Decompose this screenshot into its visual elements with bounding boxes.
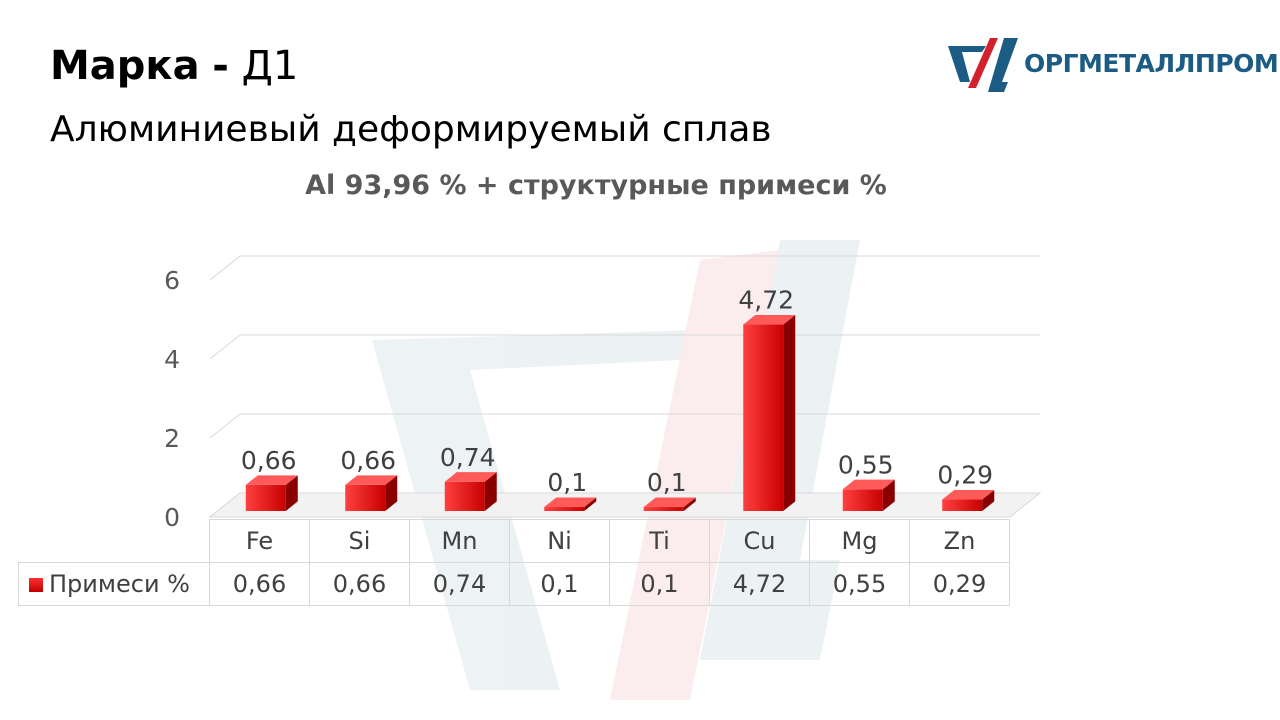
category-label: Zn xyxy=(909,519,1010,563)
bar xyxy=(842,479,895,511)
table-corner-cell xyxy=(18,519,210,563)
bar-top xyxy=(643,497,696,508)
bar-top xyxy=(743,314,796,325)
table-cell-value: 0,1 xyxy=(609,562,710,606)
table-cell-value: 0,66 xyxy=(209,562,310,606)
bar-side xyxy=(982,489,995,511)
bar-top xyxy=(842,479,895,490)
gridline-depth xyxy=(209,334,241,360)
gridline-depth xyxy=(209,413,241,439)
table-cell-value: 0,74 xyxy=(409,562,510,606)
bar-side xyxy=(285,475,298,511)
data-label: 0,74 xyxy=(440,443,496,472)
data-label: 0,66 xyxy=(241,446,297,475)
table-cell-value: 0,29 xyxy=(909,562,1010,606)
table-cell-value: 0,1 xyxy=(509,562,610,606)
company-logo: ОРГМЕТАЛЛПРОМ xyxy=(946,32,1279,96)
page-title: Марка - Д1 xyxy=(50,38,298,94)
bar-top xyxy=(444,472,497,482)
bar-front xyxy=(942,499,983,511)
bar xyxy=(345,475,398,511)
bar xyxy=(544,497,597,511)
chart-floor xyxy=(208,492,1042,518)
table-header-row: Fe Si Mn Ni Ti Cu Mg Zn xyxy=(18,519,1010,563)
table-row: Примеси % 0,66 0,66 0,74 0,1 0,1 4,72 0,… xyxy=(18,562,1010,606)
bar-side xyxy=(882,479,895,511)
bar-top xyxy=(345,475,398,485)
y-tick-label: 2 xyxy=(164,424,180,453)
bar-front xyxy=(245,484,286,511)
chart-title: Al 93,96 % + структурные примеси % xyxy=(305,170,887,201)
bar xyxy=(643,497,696,511)
data-label: 0,66 xyxy=(340,446,396,475)
category-label: Fe xyxy=(209,519,310,563)
bar xyxy=(942,489,995,511)
grade-separator: - xyxy=(212,43,229,89)
table-cell-value: 0,55 xyxy=(809,562,910,606)
bar-top xyxy=(245,475,298,485)
category-label: Ti xyxy=(609,519,710,563)
chart-data-table: Fe Si Mn Ni Ti Cu Mg Zn Примеси % 0,66 0… xyxy=(18,519,1010,606)
bar-side xyxy=(783,314,796,511)
legend-swatch xyxy=(29,578,43,592)
logo-mark-icon xyxy=(948,38,1018,92)
category-label: Ni xyxy=(509,519,610,563)
table-cell-value: 0,66 xyxy=(309,562,410,606)
category-label: Mn xyxy=(409,519,510,563)
bar xyxy=(444,472,497,511)
bar-front xyxy=(345,484,386,511)
category-label: Si xyxy=(309,519,410,563)
data-label: 0,55 xyxy=(838,450,894,479)
data-label: 0,1 xyxy=(547,468,587,497)
category-label: Mg xyxy=(809,519,910,563)
bar-top xyxy=(942,489,995,500)
bar xyxy=(743,314,796,511)
bar-front xyxy=(743,324,784,511)
bar-side xyxy=(683,497,696,511)
bar-front xyxy=(544,507,585,511)
data-label: 0,29 xyxy=(937,461,993,490)
legend-entry: Примеси % xyxy=(18,562,210,606)
bar-side xyxy=(484,472,497,511)
bar xyxy=(245,475,298,511)
bar-top xyxy=(544,497,597,508)
legend-label: Примеси % xyxy=(49,570,190,598)
bar-front xyxy=(643,507,684,511)
bar-side xyxy=(584,497,597,511)
gridline-depth xyxy=(209,255,241,281)
table-cell-value: 4,72 xyxy=(709,562,810,606)
data-label: 0,1 xyxy=(647,468,687,497)
logo-text: ОРГМЕТАЛЛПРОМ xyxy=(1024,49,1279,78)
data-label: 4,72 xyxy=(738,286,794,315)
grade-label: Марка xyxy=(50,43,200,89)
bar-front xyxy=(444,481,485,511)
grade-value: Д1 xyxy=(241,43,299,89)
y-tick-label: 6 xyxy=(164,266,180,295)
page-subtitle: Алюминиевый деформируемый сплав xyxy=(50,109,772,150)
category-label: Cu xyxy=(709,519,810,563)
bar-front xyxy=(842,489,883,511)
bar-side xyxy=(385,475,398,511)
y-tick-label: 4 xyxy=(164,345,180,374)
